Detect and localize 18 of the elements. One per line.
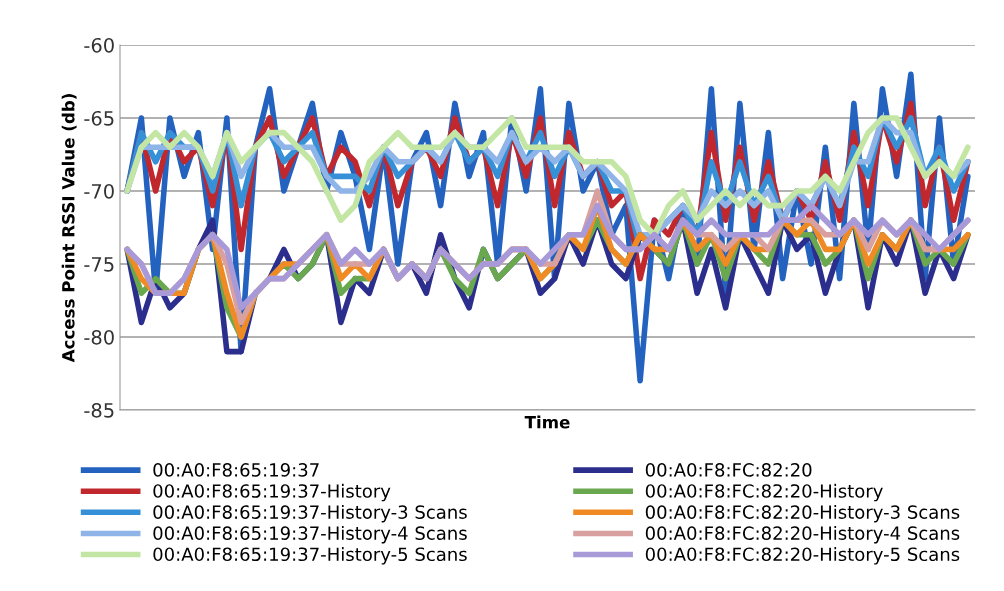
legend-label: 00:A0:F8:65:19:37-History (153, 483, 391, 502)
legend-label: 00:A0:F8:FC:82:20-History (645, 483, 883, 502)
y-tick-label: -80 (84, 329, 114, 345)
y-axis-title: Access Point RSSI Value (db) (61, 94, 77, 363)
y-tick-label: -75 (84, 257, 114, 272)
y-tick-label: -85 (84, 402, 114, 418)
legend-label: 00:A0:F8:65:19:37-History-3 Scans (153, 504, 467, 523)
legend-label: 00:A0:F8:FC:82:20-History-5 Scans (645, 547, 960, 565)
y-tick-label: -60 (84, 37, 114, 53)
legend-label: 00:A0:F8:65:19:37-History-4 Scans (153, 526, 467, 544)
legend-label: 00:A0:F8:65:19:37 (153, 463, 319, 477)
legend-label: 00:A0:F8:FC:82:20 (645, 463, 812, 477)
legend-label: 00:A0:F8:FC:82:20-History-4 Scans (645, 526, 960, 544)
x-axis-title: Time (524, 415, 570, 429)
legend-label: 00:A0:F8:FC:82:20-History-3 Scans (645, 504, 960, 523)
y-tick-label: -65 (84, 110, 114, 126)
legend-label: 00:A0:F8:65:19:37-History-5 Scans (153, 547, 467, 565)
y-tick-label: -70 (84, 183, 114, 199)
